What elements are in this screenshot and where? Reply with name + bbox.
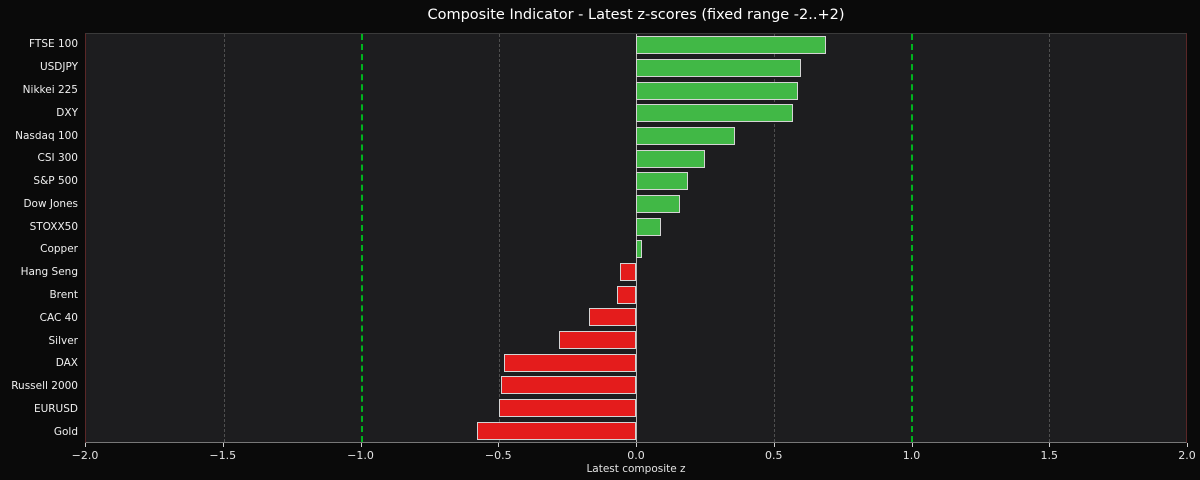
grid-line (773, 34, 775, 442)
x-axis-label: Latest composite z (586, 463, 686, 475)
x-tick-mark (85, 443, 86, 447)
bar-eurusd (498, 398, 636, 417)
bar-csi-300 (636, 149, 705, 168)
y-tick-label: Brent (49, 288, 78, 301)
x-tick-mark (911, 443, 913, 447)
y-tick-label: FTSE 100 (29, 38, 78, 51)
x-tick-label: 0.0 (627, 449, 645, 462)
plot-area (85, 33, 1187, 443)
x-tick-mark (222, 443, 224, 447)
bar-hang-seng (619, 262, 636, 281)
y-tick-label: USDJPY (39, 61, 78, 74)
x-tick-label: 0.5 (765, 449, 783, 462)
y-tick-label: Gold (53, 425, 78, 438)
y-tick-label: CSI 300 (37, 152, 78, 165)
bar-ftse-100 (636, 36, 826, 55)
y-tick-label: CAC 40 (39, 311, 78, 324)
bar-brent (616, 285, 636, 304)
x-tick-label: −1.5 (209, 449, 237, 462)
bar-nikkei-225 (636, 81, 799, 100)
x-tick-label: −2.0 (71, 449, 99, 462)
bar-s-p-500 (636, 172, 689, 191)
grid-line (223, 34, 225, 442)
bar-gold (476, 421, 636, 440)
x-tick-label: −1.0 (347, 449, 374, 462)
y-tick-label: Russell 2000 (11, 380, 78, 393)
bar-dow-jones (636, 195, 680, 213)
x-tick-label: 2.0 (1178, 449, 1196, 462)
x-tick-mark (498, 443, 500, 447)
bar-dxy (636, 104, 793, 123)
y-tick-label: DXY (56, 106, 78, 119)
threshold-line (361, 34, 363, 442)
x-tick-mark (1049, 443, 1051, 447)
y-tick-label: Hang Seng (20, 266, 78, 279)
bar-dax (504, 353, 636, 372)
x-axis-ticks: −2.0 −1.5 −1.0 −0.5 0.0 0.5 1.0 1.5 2.0 (72, 443, 1196, 473)
y-tick-label: Dow Jones (23, 197, 78, 210)
y-tick-label: S&P 500 (33, 175, 78, 188)
threshold-line (911, 34, 913, 442)
bar-russell-2000 (501, 376, 636, 395)
bar-stoxx50 (636, 217, 661, 236)
y-tick-label: Silver (48, 334, 79, 347)
zero-line (636, 34, 637, 442)
y-tick-label: STOXX50 (29, 220, 78, 233)
grid-line (1048, 34, 1050, 442)
bar-nasdaq-100 (636, 127, 735, 145)
y-tick-label: Copper (40, 243, 78, 256)
x-tick-mark (636, 443, 637, 447)
grid-line (498, 34, 500, 442)
bar-cac-40 (589, 308, 636, 327)
x-tick-mark (1187, 443, 1188, 447)
y-tick-label: Nasdaq 100 (15, 129, 78, 142)
chart-title: Composite Indicator - Latest z-scores (f… (427, 7, 845, 23)
x-tick-label: 1.0 (902, 449, 921, 462)
y-tick-label: Nikkei 225 (22, 83, 78, 96)
bar-copper (636, 240, 642, 259)
x-tick-mark (360, 443, 362, 447)
x-tick-label: −0.5 (484, 449, 512, 462)
x-tick-mark (773, 443, 775, 447)
x-tick-label: 1.5 (1040, 449, 1059, 462)
y-tick-label: EURUSD (33, 402, 78, 415)
y-tick-label: DAX (55, 357, 78, 370)
bar-silver (559, 331, 636, 349)
bar-usdjpy (636, 58, 801, 77)
y-axis-labels: FTSE 100 USDJPY Nikkei 225 DXY Nasdaq 100 CSI… (0, 33, 78, 443)
